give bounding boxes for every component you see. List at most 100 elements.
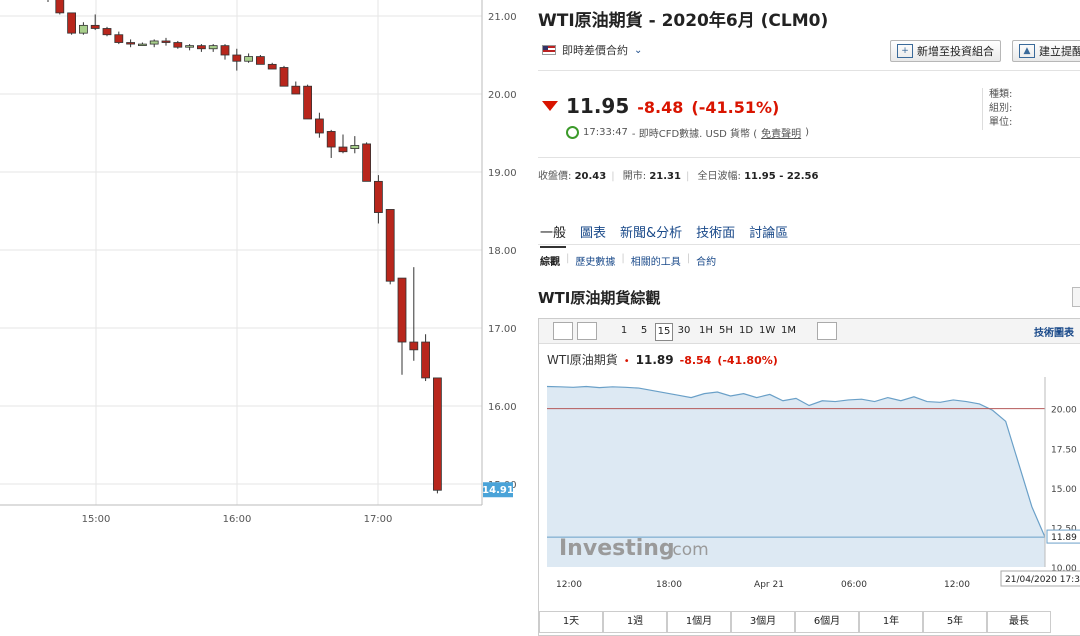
candlestick-type-icon[interactable] xyxy=(553,322,573,340)
candle xyxy=(208,44,218,52)
candle xyxy=(149,39,159,48)
tab-forum[interactable]: 討論區 xyxy=(749,226,789,241)
subtab-overview[interactable]: 綜觀 xyxy=(540,257,560,268)
live-dot-icon: • xyxy=(623,356,630,367)
candle xyxy=(55,0,65,15)
interval-1h[interactable]: 1H xyxy=(699,325,713,336)
range-1w[interactable]: 1週 xyxy=(603,611,667,633)
add-to-portfolio-button[interactable]: + 新增至投資組合 xyxy=(890,40,1001,62)
instrument-title: WTI原油期貨 - 2020年6月 (CLM0) xyxy=(538,11,829,31)
interval-1w[interactable]: 1W xyxy=(759,325,776,336)
mini-price-tag-label: 11.89 xyxy=(1051,533,1077,543)
divider xyxy=(538,70,1080,71)
day-range-label: 全日波幅: xyxy=(697,171,741,182)
mini-x-tick: 18:00 xyxy=(656,580,682,590)
quote-stats: 收盤價: 20.43 | 開市: 21.31 | 全日波幅: 11.95 - 22.… xyxy=(538,171,819,182)
day-range-value: 11.95 - 22.56 xyxy=(744,171,819,182)
tab-general[interactable]: 一般 xyxy=(540,222,567,248)
y-tick-label: 19.00 xyxy=(488,168,517,179)
candle xyxy=(47,0,49,2)
interval-5[interactable]: 5 xyxy=(640,325,648,336)
tab-chart[interactable]: 圖表 xyxy=(580,226,607,241)
technical-chart-link[interactable]: 技術圖表 xyxy=(1034,328,1074,339)
chart-toolbar: 1 5 15 30 1H 5H 1D 1W 1M 技術圖表 xyxy=(539,319,1080,344)
candle xyxy=(432,377,442,494)
mini-y-tick: 15.00 xyxy=(1051,485,1077,495)
close-paren: ) xyxy=(805,127,810,138)
last-price: 11.95 xyxy=(566,94,630,118)
range-1m[interactable]: 1個月 xyxy=(667,611,731,633)
subtab-related[interactable]: 相關的工具 xyxy=(630,257,681,268)
mini-y-tick: 20.00 xyxy=(1051,406,1077,416)
data-source: - 即時CFD數據. USD 貨幣 ( xyxy=(631,129,758,140)
candle xyxy=(314,112,324,138)
interval-30[interactable]: 30 xyxy=(677,325,691,336)
mini-chart-change-pct: (-41.80%) xyxy=(717,354,778,367)
mini-chart-last: 11.89 xyxy=(635,353,674,367)
current-price-label: 14.91 xyxy=(482,485,514,496)
chevron-down-icon: ⌄ xyxy=(634,44,643,56)
mini-chart-title: WTI原油期貨 • 11.89 -8.54 (-41.80%) xyxy=(547,351,778,368)
mini-x-tick: 12:00 xyxy=(944,580,970,590)
overview-expand-button[interactable] xyxy=(1072,287,1080,307)
mini-x-tick: 12:00 xyxy=(556,580,582,590)
x-tick-label: 15:00 xyxy=(82,514,111,525)
candle xyxy=(409,267,419,361)
candle xyxy=(267,62,277,70)
candle xyxy=(362,142,372,182)
create-alert-label: 建立提醒 xyxy=(1039,45,1080,58)
interval-15[interactable]: 15 xyxy=(655,323,673,341)
range-max[interactable]: 最長 xyxy=(987,611,1051,633)
down-arrow-icon xyxy=(542,101,558,111)
mini-y-tick: 10.00 xyxy=(1051,564,1077,574)
interval-1d[interactable]: 1D xyxy=(739,325,754,336)
candle xyxy=(373,175,383,224)
interval-1[interactable]: 1 xyxy=(620,325,628,336)
line-type-icon[interactable] xyxy=(577,322,597,340)
y-tick-label: 21.00 xyxy=(488,12,517,23)
tab-news[interactable]: 新聞&分析 xyxy=(620,226,683,241)
range-1d[interactable]: 1天 xyxy=(539,611,603,633)
price-summary: 11.95 -8.48 (-41.51%) xyxy=(542,94,779,118)
mini-y-tick: 17.50 xyxy=(1051,445,1077,455)
overview-title: WTI原油期貨綜觀 xyxy=(538,289,661,307)
disclaimer-link[interactable]: 免責聲明 xyxy=(761,129,802,140)
prev-close-label: 收盤價: xyxy=(538,171,572,182)
info-label-type: 種類: xyxy=(989,89,1013,100)
mini-price-tag xyxy=(1046,529,1080,544)
candle xyxy=(279,65,289,87)
x-tick-label: 16:00 xyxy=(223,514,252,525)
tab-technical[interactable]: 技術面 xyxy=(696,226,736,241)
interval-5h[interactable]: 5H xyxy=(719,325,733,336)
candle xyxy=(67,12,76,35)
alert-icon: ▲ xyxy=(1019,44,1035,58)
interval-1m[interactable]: 1M xyxy=(781,325,796,336)
quote-time: 17:33:47 xyxy=(583,127,628,138)
range-1y[interactable]: 1年 xyxy=(859,611,923,633)
candle xyxy=(338,134,348,154)
subtab-history[interactable]: 歷史數據 xyxy=(575,257,616,268)
range-6m[interactable]: 6個月 xyxy=(795,611,859,633)
us-flag-icon xyxy=(542,45,556,55)
candle xyxy=(220,44,230,60)
add-to-portfolio-label: 新增至投資組合 xyxy=(917,45,994,58)
subtab-contract[interactable]: 合約 xyxy=(696,257,717,268)
open-value: 21.31 xyxy=(649,171,681,182)
contract-selector[interactable]: 即時差價合約 ⌄ xyxy=(542,42,642,58)
y-tick-label: 20.00 xyxy=(488,90,517,101)
candle xyxy=(350,136,360,154)
candle xyxy=(385,209,395,285)
chart-settings-icon[interactable] xyxy=(817,322,837,340)
candle xyxy=(397,277,407,375)
clock-icon xyxy=(566,126,579,139)
candle xyxy=(291,81,301,95)
instrument-info: 種類:商 組別:能 單位:1 xyxy=(982,88,1012,130)
cursor-date-box xyxy=(1000,570,1080,587)
price-change-pct: (-41.51%) xyxy=(691,98,780,117)
prev-close-value: 20.43 xyxy=(574,171,607,182)
range-3m[interactable]: 3個月 xyxy=(731,611,795,633)
range-5y[interactable]: 5年 xyxy=(923,611,987,633)
price-area xyxy=(547,386,1045,567)
create-alert-button[interactable]: ▲ 建立提醒 xyxy=(1012,40,1080,62)
mini-x-tick: 06:00 xyxy=(841,580,867,590)
